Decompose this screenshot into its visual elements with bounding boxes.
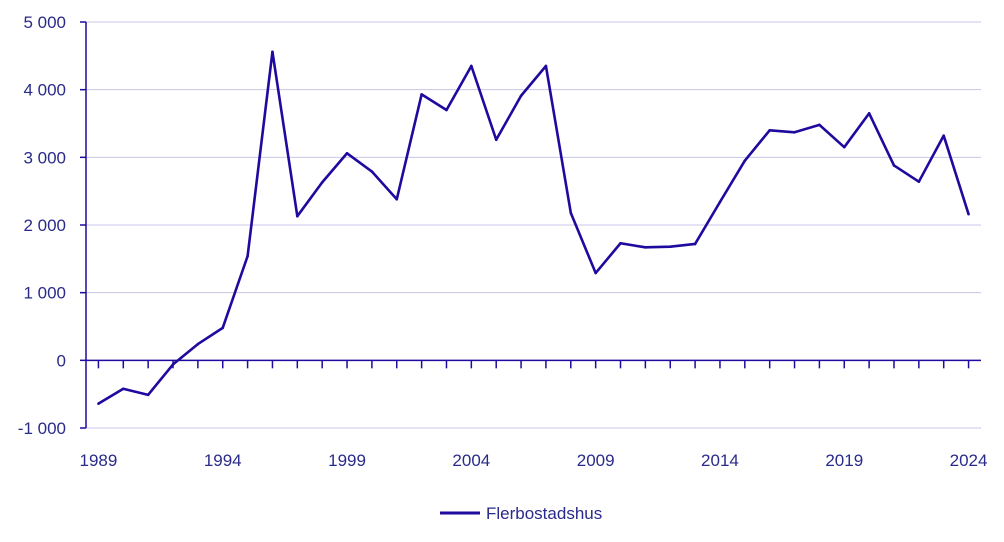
y-tick-label-5000: 5 000 (23, 13, 66, 32)
x-tick-label-2014: 2014 (701, 451, 739, 470)
zero-axis (86, 359, 981, 369)
x-tick-label-1994: 1994 (204, 451, 242, 470)
data-point-2015 (743, 159, 747, 163)
data-point-2022 (917, 180, 921, 183)
legend-label-flerbostadshus: Flerbostadshus (486, 504, 602, 523)
data-point-1990 (121, 387, 125, 391)
data-point-1989 (97, 402, 100, 405)
series-group (97, 50, 970, 405)
data-point-2019 (842, 145, 846, 149)
data-point-2018 (818, 123, 821, 127)
data-point-1994 (221, 326, 225, 330)
data-point-1999 (345, 151, 349, 155)
y-tick-label-4000: 4 000 (23, 81, 66, 100)
data-point-1997 (296, 214, 299, 218)
y-axis: -1 000 0 1 000 2 000 3 000 4 000 5 000 (18, 13, 87, 438)
data-point-2023 (942, 134, 946, 137)
x-tick-label-1989: 1989 (80, 451, 118, 470)
y-tick-label-2000: 2 000 (23, 216, 66, 235)
data-point-2016 (768, 128, 771, 132)
y-tick-label-3000: 3 000 (23, 148, 66, 167)
data-point-2020 (867, 112, 871, 115)
data-point-2010 (619, 241, 622, 245)
data-point-2013 (693, 242, 697, 246)
data-point-1991 (146, 393, 150, 397)
data-point-1996 (271, 50, 274, 54)
x-tick-label-2009: 2009 (577, 451, 615, 470)
x-tick-label-2004: 2004 (452, 451, 490, 470)
data-point-2001 (395, 197, 399, 201)
data-point-1993 (196, 342, 200, 346)
y-tick-label--1000: -1 000 (18, 419, 66, 438)
data-point-2024 (967, 212, 970, 216)
data-point-2006 (519, 94, 523, 98)
series-line-flerbostadshus (97, 50, 970, 405)
data-point-2009 (594, 271, 597, 275)
data-point-2005 (494, 138, 498, 142)
data-point-1995 (246, 254, 249, 258)
data-point-2004 (470, 64, 473, 68)
data-point-2003 (445, 108, 448, 112)
data-point-2008 (569, 211, 573, 215)
data-point-2017 (793, 130, 796, 134)
data-point-1998 (320, 181, 324, 184)
data-point-2000 (370, 170, 374, 173)
x-tick-label-2024: 2024 (950, 451, 988, 470)
y-tick-label-1000: 1 000 (23, 284, 66, 303)
legend: Flerbostadshus (440, 504, 602, 523)
data-point-2012 (668, 245, 672, 248)
gridlines (86, 21, 981, 429)
x-tick-label-2019: 2019 (825, 451, 863, 470)
data-point-1992 (171, 363, 175, 366)
x-tick-label-1999: 1999 (328, 451, 366, 470)
data-point-2011 (644, 246, 647, 249)
y-tick-label-0: 0 (57, 351, 66, 370)
x-axis: 1989 1994 1999 2004 2009 2014 2019 2024 (80, 451, 988, 470)
data-point-2014 (718, 200, 722, 204)
data-point-2021 (892, 164, 896, 167)
data-point-2007 (544, 64, 548, 68)
data-point-2002 (420, 93, 423, 96)
